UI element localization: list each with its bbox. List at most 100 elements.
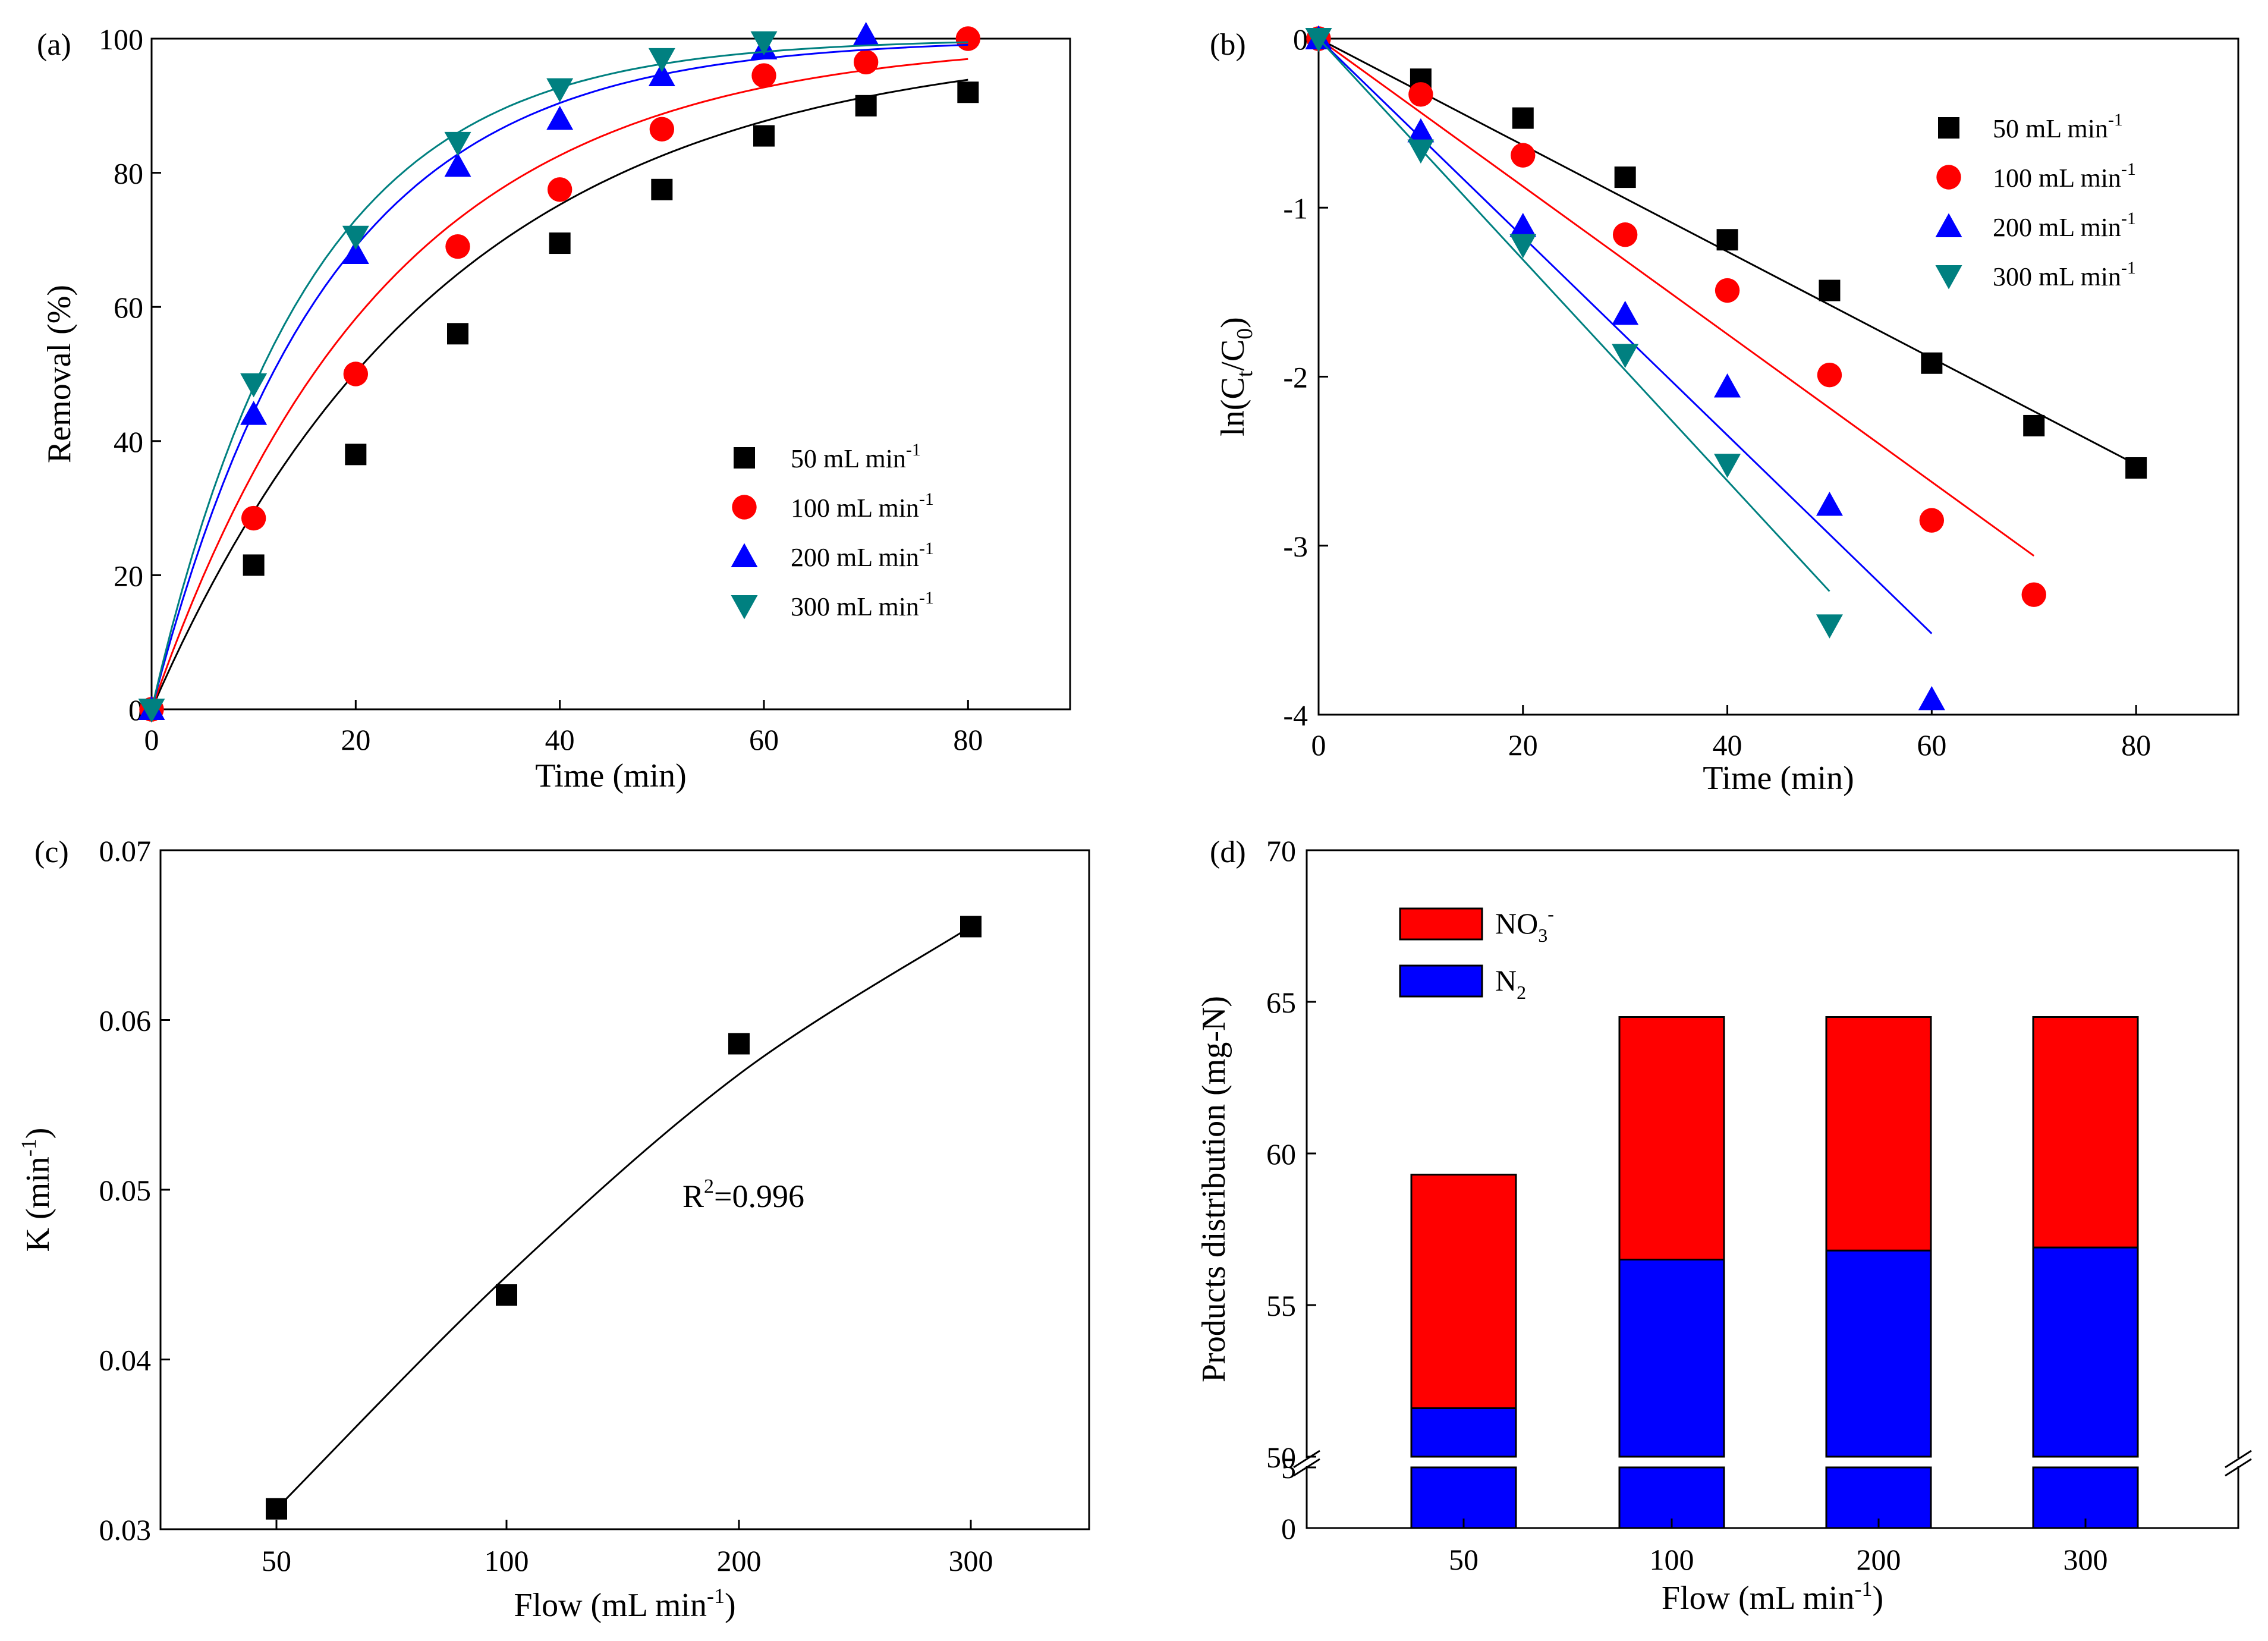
axis-break-mark: [1293, 1450, 1320, 1469]
x-axis-label: Time (min): [535, 757, 687, 794]
data-point: [1714, 454, 1741, 478]
bar-no3: [1825, 1016, 1932, 1252]
data-point: [853, 49, 879, 75]
x-tick-label: 80: [953, 723, 983, 756]
legend-marker: [731, 543, 758, 567]
x-tick-label: 100: [1650, 1543, 1694, 1576]
data-point: [750, 31, 778, 56]
panel-label: (d): [1210, 835, 1246, 869]
data-point: [549, 232, 571, 254]
fit-curve: [150, 43, 968, 710]
data-point: [728, 1033, 750, 1055]
y-tick-label: 65: [1266, 986, 1296, 1019]
x-tick-label: 0: [1311, 728, 1326, 762]
y-tick-label: 100: [99, 23, 143, 56]
x-tick-label: 60: [1917, 728, 1946, 762]
x-tick-label: 20: [1508, 728, 1538, 762]
x-tick-label: 60: [749, 723, 779, 756]
panel-label: (a): [37, 28, 71, 62]
y-tick-label: 0.06: [99, 1004, 152, 1038]
data-point: [1716, 229, 1738, 251]
data-point: [1509, 234, 1537, 259]
data-point: [444, 131, 471, 156]
data-point: [955, 26, 981, 51]
y-axis-label: Removal (%): [41, 285, 78, 463]
bar-n2-lower: [1410, 1466, 1517, 1529]
data-point: [1816, 614, 1843, 639]
legend-swatch: [1399, 964, 1483, 998]
legend-label: 50 mL min-1: [1993, 110, 2123, 143]
data-point: [649, 117, 675, 142]
x-tick-label: 20: [341, 723, 370, 756]
x-tick-label: 300: [2063, 1543, 2108, 1576]
data-point: [2023, 414, 2045, 436]
legend-swatch: [1399, 907, 1483, 941]
data-point: [2125, 457, 2147, 479]
x-tick-label: 200: [717, 1544, 762, 1577]
panel-c: 50 100 200 300 0.03 0.04 0.05 0.06 0.07 Flow (mL …: [17, 834, 1090, 1624]
y-tick-label: -4: [1283, 699, 1308, 732]
fit-line: [1318, 37, 2137, 466]
fit-line: [1317, 37, 1933, 634]
r-squared-annotation: R2=0.996: [682, 1175, 804, 1214]
data-point: [1921, 352, 1943, 374]
data-point: [266, 1498, 287, 1520]
data-point: [240, 401, 268, 425]
y-tick-label: 40: [114, 425, 143, 458]
bar-n2-upper: [1618, 1259, 1725, 1458]
data-point: [342, 240, 369, 264]
data-point: [546, 105, 574, 130]
panel-label: (c): [34, 835, 69, 869]
data-point: [2021, 582, 2046, 607]
y-tick-label: -1: [1283, 191, 1308, 225]
data-point: [138, 699, 165, 723]
y-tick-label: 55: [1266, 1289, 1296, 1322]
data-point: [957, 81, 979, 103]
data-point: [546, 78, 574, 103]
legend-marker: [1935, 213, 1962, 237]
data-point: [1512, 107, 1534, 129]
y-tick-label: 0: [1293, 23, 1308, 56]
y-tick-label: 0.04: [99, 1344, 152, 1377]
y-axis-label: ln(Ct/C0): [1215, 317, 1257, 436]
data-point: [1817, 362, 1842, 388]
fit-curve: [150, 78, 968, 710]
legend-label: 300 mL min-1: [791, 588, 934, 621]
legend-marker: [1938, 117, 1959, 139]
y-tick-label: 0: [1281, 1512, 1296, 1545]
legend-marker: [1935, 265, 1962, 290]
bar-no3: [1410, 1174, 1517, 1409]
plot-frame: [150, 37, 1071, 711]
y-tick-label: 80: [114, 157, 143, 190]
data-point: [1816, 492, 1843, 516]
y-tick-label: 5: [1281, 1451, 1296, 1485]
data-point: [1407, 139, 1435, 164]
data-point: [960, 916, 982, 938]
axis-break-mark: [2225, 1450, 2252, 1469]
x-tick-label: 40: [545, 723, 575, 756]
y-tick-label: 20: [114, 559, 143, 592]
data-point: [648, 48, 675, 73]
bar-n2-lower: [2032, 1466, 2139, 1529]
data-point: [444, 152, 471, 177]
data-point: [1819, 279, 1841, 301]
y-tick-label: -2: [1283, 361, 1308, 394]
data-point: [1509, 213, 1537, 237]
x-axis-label: Flow (mL min-1): [1662, 1577, 1883, 1617]
legend-label: 200 mL min-1: [1993, 209, 2136, 242]
fit-line: [1318, 37, 2035, 557]
axis-break-gap: [1289, 1458, 2256, 1466]
plot-frame: [1306, 849, 2239, 1529]
y-axis-label: Products distribution (mg-N): [1196, 996, 1232, 1382]
data-point: [447, 323, 468, 345]
data-point: [751, 63, 776, 88]
x-tick-label: 0: [144, 723, 159, 756]
data-point: [1612, 300, 1639, 325]
bar-no3: [2032, 1016, 2139, 1249]
data-point: [1612, 222, 1638, 247]
data-point: [1715, 278, 1740, 303]
x-axis-label: Time (min): [1703, 760, 1854, 797]
panel-d: 50 100 200 300 50 55 60 65 70 0 5 Flow (mL min-1) Pr…: [1196, 834, 2256, 1617]
data-point: [1918, 686, 1945, 711]
